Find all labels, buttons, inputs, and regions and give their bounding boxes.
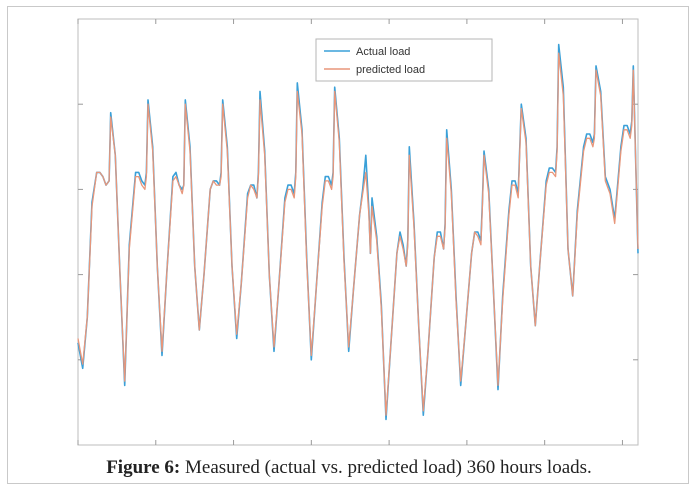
caption-text: Measured (actual vs. predicted load) 360… [180,457,592,478]
legend-box [315,38,493,82]
figure-frame: Actual load predicted load Figure 6: Meas… [7,6,689,484]
legend-label-2: predicted load [356,64,425,76]
caption-label: Figure 6: [106,457,181,478]
series-line-2 [77,52,639,416]
line-chart: Actual load predicted load [77,18,639,446]
chart-area: Actual load predicted load [42,17,646,447]
figure-caption: Figure 6: Measured (actual vs. predicted… [8,457,690,479]
legend-label-1: Actual load [356,46,410,58]
